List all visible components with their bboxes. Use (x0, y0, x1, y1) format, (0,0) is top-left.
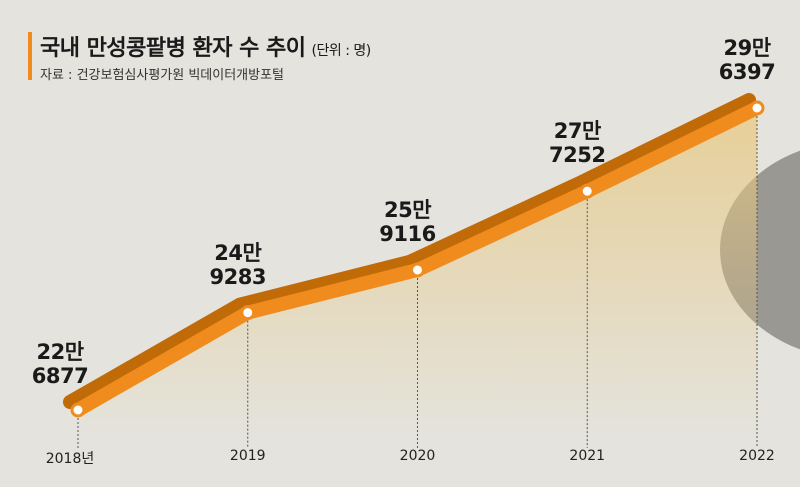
x-tick-label: 2019 (229, 448, 266, 464)
point (579, 183, 595, 199)
point (749, 100, 765, 116)
x-tick-label: 2021 (569, 448, 606, 464)
line-shadow (63, 93, 756, 409)
x-tick-label: 2022 (739, 448, 775, 464)
point (410, 262, 425, 278)
unit: (단위 : 명) (311, 43, 372, 59)
value-label: 25만 9116 (379, 197, 436, 246)
value-label: 22만 6877 (31, 340, 89, 388)
point (70, 402, 86, 418)
source: 자료 : 건강보험심사평가원 빅데이터개방포털 (40, 68, 285, 83)
title-accent (28, 32, 32, 80)
value-label: 24만 9283 (209, 240, 267, 289)
value-label: 29만 6397 (718, 36, 776, 84)
title-block: 국내 만성콩팥병 환자 수 추이 (단위 : 명) (40, 30, 371, 62)
x-tick-label: 2020 (399, 448, 436, 464)
value-label: 27만 7252 (549, 119, 606, 168)
point (240, 305, 256, 321)
x-tick-label: 2018년 (45, 451, 95, 467)
title: 국내 만성콩팥병 환자 수 추이 (40, 36, 306, 61)
